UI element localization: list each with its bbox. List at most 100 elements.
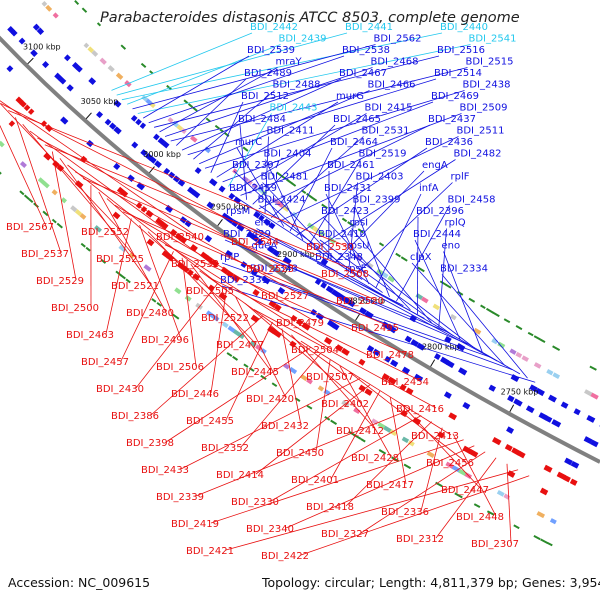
gene-label[interactable]: clpX (410, 252, 432, 263)
gene-label[interactable]: BDI_2478 (366, 350, 414, 361)
gene-label[interactable]: BDI_2436 (425, 137, 473, 148)
gene-label[interactable]: BDI_2562 (374, 34, 422, 45)
gene-label[interactable]: BDI_2454 (381, 377, 429, 388)
gene-label[interactable]: murG (336, 91, 364, 102)
gene-label[interactable]: BDI_2512 (241, 91, 289, 102)
gene-label[interactable]: BDI_2506 (156, 362, 204, 373)
gene-label[interactable]: BDI_2348 (315, 252, 363, 263)
gene-label[interactable]: BDI_2412 (336, 426, 384, 437)
gene-label[interactable]: rplF (451, 172, 470, 183)
gene-label[interactable]: BDI_2532 (171, 259, 219, 270)
gene-label[interactable]: BDI_2523 (246, 264, 294, 275)
gene-label[interactable]: BDI_2446 (171, 389, 219, 400)
gene-label[interactable]: BDI_2531 (362, 126, 410, 137)
gene-label[interactable]: BDI_2312 (396, 534, 444, 545)
gene-label[interactable]: BDI_2458 (448, 195, 496, 206)
gene-label[interactable]: BDI_2334 (440, 264, 488, 275)
gene-label[interactable]: BDI_2467 (339, 68, 387, 79)
gene-label[interactable]: BDI_2386 (111, 411, 159, 422)
gene-label[interactable]: BDI_2500 (51, 303, 99, 314)
gene-label[interactable]: BDI_2463 (66, 330, 114, 341)
gene-label[interactable]: BDI_2401 (291, 475, 339, 486)
gene-label[interactable]: BDI_2437 (428, 114, 476, 125)
gene-label[interactable]: BDI_2508 (321, 269, 369, 280)
gene-label[interactable]: BDI_2520 (336, 296, 384, 307)
gene-label[interactable]: BDI_2480 (126, 308, 174, 319)
gene-label[interactable]: BDI_2414 (216, 470, 264, 481)
gene-label[interactable]: BDI_2496 (141, 335, 189, 346)
gene-label[interactable]: BDI_2416 (396, 404, 444, 415)
gene-label[interactable]: BDI_2444 (413, 229, 461, 240)
gene-label[interactable]: BDI_2421 (186, 546, 234, 557)
gene-label[interactable]: BDI_2431 (324, 183, 372, 194)
gene-label[interactable]: BDI_2530 (306, 242, 354, 253)
gene-label[interactable]: BDI_2459 (229, 183, 277, 194)
gene-label[interactable]: BDI_2336 (381, 507, 429, 518)
gene-label[interactable]: BDI_2397 (232, 160, 280, 171)
gene-label[interactable]: BDI_2469 (431, 91, 479, 102)
gene-label[interactable]: rpsI (350, 218, 369, 229)
gene-label[interactable]: rplQ (445, 218, 466, 229)
gene-label[interactable]: BDI_2424 (258, 195, 306, 206)
gene-label[interactable]: BDI_2529 (36, 276, 84, 287)
gene-label[interactable]: BDI_2399 (353, 195, 401, 206)
gene-label[interactable]: BDI_2468 (371, 57, 419, 68)
gene-label[interactable]: BDI_2544 (231, 237, 279, 248)
gene-label[interactable]: BDI_2404 (264, 149, 312, 160)
gene-label[interactable]: BDI_2567 (6, 222, 54, 233)
gene-label[interactable]: BDI_2417 (366, 480, 414, 491)
gene-label[interactable]: BDI_2461 (327, 160, 375, 171)
gene-label[interactable]: rpsU (347, 241, 370, 252)
gene-label[interactable]: BDI_2418 (306, 502, 354, 513)
gene-label[interactable]: BDI_2448 (456, 512, 504, 523)
gene-label[interactable]: BDI_2440 (440, 22, 488, 33)
gene-label[interactable]: BDI_2450 (276, 448, 324, 459)
gene-label[interactable]: BDI_2519 (359, 149, 407, 160)
gene-label[interactable]: BDI_2495 (351, 323, 399, 334)
gene-label[interactable]: BDI_2307 (471, 539, 519, 550)
gene-label[interactable]: BDI_2430 (96, 384, 144, 395)
gene-label[interactable]: rpsE (345, 264, 367, 275)
gene-label[interactable]: BDI_2330 (231, 497, 279, 508)
gene-label[interactable]: BDI_2477 (216, 340, 264, 351)
gene-label[interactable]: rpsM (226, 206, 250, 217)
gene-label[interactable]: BDI_2540 (156, 232, 204, 243)
gene-label[interactable]: BDI_2465 (333, 114, 381, 125)
gene-label[interactable]: BDI_2504 (291, 345, 339, 356)
gene-label[interactable]: era (255, 218, 271, 229)
gene-label[interactable]: BDI_2509 (460, 103, 508, 114)
gene-label[interactable]: BDI_2403 (356, 172, 404, 183)
gene-label[interactable]: BDI_2489 (244, 68, 292, 79)
gene-label[interactable]: BDI_2541 (469, 34, 517, 45)
gene-label[interactable]: BDI_2438 (463, 80, 511, 91)
gene-label[interactable]: BDI_2410 (318, 229, 366, 240)
gene-label[interactable]: BDI_2433 (141, 465, 189, 476)
gene-label[interactable]: BDI_2428 (351, 453, 399, 464)
gene-label[interactable]: BDI_2525 (96, 254, 144, 265)
gene-label[interactable]: BDI_2398 (126, 438, 174, 449)
gene-label[interactable]: BDI_2464 (330, 137, 378, 148)
gene-label[interactable]: BDI_2455 (186, 416, 234, 427)
gene-label[interactable]: BDI_2515 (466, 57, 514, 68)
gene-label[interactable]: BDI_2537 (21, 249, 69, 260)
gene-label[interactable]: BDI_2514 (434, 68, 482, 79)
gene-label[interactable]: BDI_2527 (261, 291, 309, 302)
gene-label[interactable]: BDI_2352 (201, 443, 249, 454)
gene-label[interactable]: BDI_2538 (342, 45, 390, 56)
gene-label[interactable]: BDI_2411 (267, 126, 315, 137)
gene-label[interactable]: BDI_2484 (238, 114, 286, 125)
gene-label[interactable]: mraY (276, 57, 303, 68)
gene-label[interactable]: BDI_2343 (250, 264, 298, 275)
gene-label[interactable]: murC (235, 137, 262, 148)
gene-label[interactable]: BDI_2481 (261, 172, 309, 183)
gene-label[interactable]: BDI_2439 (279, 34, 327, 45)
gene-label[interactable]: BDI_2441 (345, 22, 393, 33)
gene-label[interactable]: BDI_2429 (223, 229, 271, 240)
gene-label[interactable]: BDI_2423 (321, 206, 369, 217)
gene-label[interactable]: BDI_2420 (246, 394, 294, 405)
gene-label[interactable]: engA (422, 160, 448, 171)
gene-label[interactable]: BDI_2507 (306, 372, 354, 383)
gene-label[interactable]: BDI_2482 (454, 149, 502, 160)
gene-label[interactable]: BDI_2442 (250, 22, 298, 33)
gene-label[interactable]: BDI_2511 (457, 126, 505, 137)
